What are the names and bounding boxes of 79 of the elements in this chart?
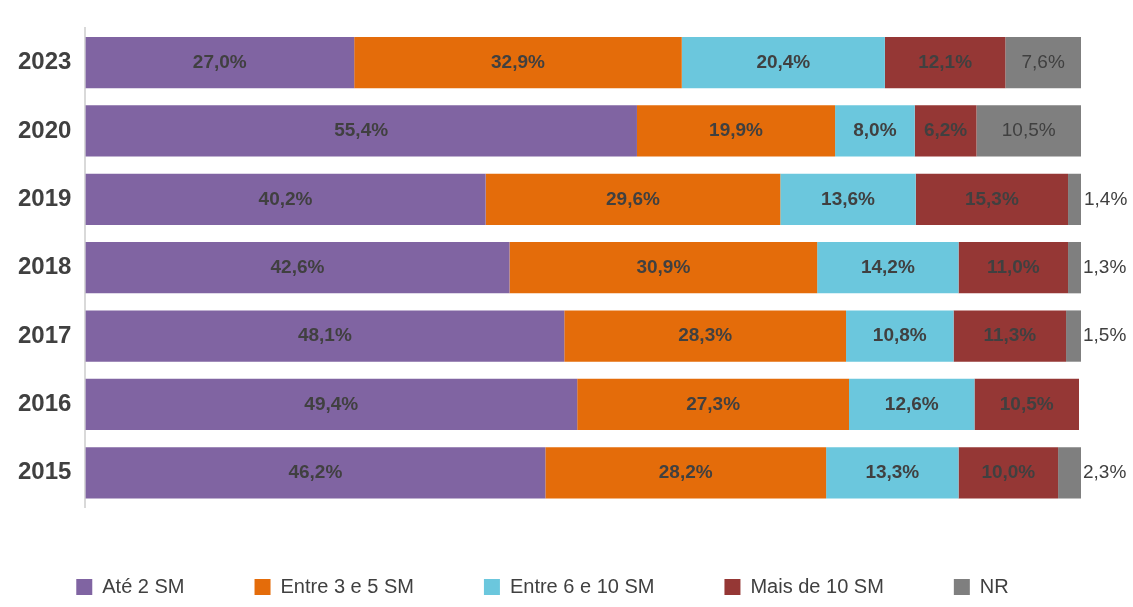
bar (681, 36, 885, 89)
y-tick-label: 2016 (18, 389, 72, 417)
bar (85, 105, 637, 157)
y-tick-label: 2023 (18, 47, 72, 75)
data-label: 7,6% (1021, 50, 1065, 72)
data-label: 30,9% (636, 255, 691, 277)
bar (849, 378, 975, 431)
bar (846, 310, 954, 362)
bar (85, 378, 578, 431)
bar (85, 447, 546, 499)
y-tick-label: 2018 (18, 252, 72, 280)
y-tick-label: 2019 (18, 183, 72, 211)
data-label: 10,8% (872, 324, 927, 346)
data-label: 28,2% (658, 461, 713, 483)
legend-label: Entre 6 e 10 SM (509, 574, 655, 597)
bar (545, 447, 827, 499)
bar (636, 105, 836, 157)
bar (85, 36, 355, 89)
data-label: 11,3% (983, 324, 1037, 346)
bar (85, 173, 486, 225)
bar (974, 378, 1080, 431)
data-label: 8,0% (853, 119, 897, 141)
data-label: 1,5% (1083, 324, 1127, 346)
bar (354, 36, 682, 89)
data-label: 15,3% (964, 187, 1019, 209)
legend-label: Mais de 10 SM (750, 574, 884, 597)
data-label: 29,6% (606, 187, 661, 209)
bar (1068, 173, 1081, 225)
bar (85, 310, 565, 362)
bar (953, 310, 1067, 362)
bar (577, 378, 850, 431)
legend-label: Até 2 SM (102, 574, 185, 597)
bar (1068, 242, 1081, 294)
bar (826, 447, 959, 499)
bar (485, 173, 781, 225)
data-label: 27,3% (686, 392, 741, 414)
data-label: 2,3% (1083, 461, 1127, 483)
data-label: 1,4% (1084, 187, 1128, 209)
y-tick-label: 2020 (18, 115, 72, 143)
bar (85, 242, 510, 294)
data-label: 19,9% (709, 119, 764, 141)
bar (817, 242, 959, 294)
bar (1058, 447, 1081, 499)
data-label: 46,2% (288, 461, 343, 483)
data-label: 40,2% (258, 187, 313, 209)
data-label: 12,1% (918, 50, 973, 72)
bar (915, 173, 1069, 225)
data-label: 13,3% (865, 461, 920, 483)
y-tick-label: 2015 (18, 457, 72, 485)
bar (958, 447, 1059, 499)
bar (564, 310, 847, 362)
data-label: 32,9% (491, 50, 546, 72)
data-label: 13,6% (821, 187, 876, 209)
data-label: 14,2% (860, 255, 915, 277)
data-label: 10,0% (981, 461, 1036, 483)
bar (976, 105, 1081, 157)
bar (509, 242, 818, 294)
bar (1066, 310, 1081, 362)
data-label: 10,5% (999, 392, 1054, 414)
data-label: 27,0% (192, 50, 247, 72)
data-label: 55,4% (334, 119, 389, 141)
bar (884, 36, 1006, 89)
data-label: 6,2% (923, 119, 968, 141)
data-label: 12,6% (884, 392, 939, 414)
data-label: 20,4% (756, 50, 811, 72)
bar (835, 105, 915, 157)
data-label: 28,3% (678, 324, 733, 346)
legend-label: Entre 3 e 5 SM (280, 574, 414, 597)
data-label: 48,1% (297, 324, 352, 346)
data-label: 49,4% (304, 392, 359, 414)
legend-label: NR (979, 574, 1009, 597)
bar (1005, 36, 1081, 89)
data-label: 11,0% (986, 255, 1040, 277)
bar (780, 173, 916, 225)
y-tick-label: 2017 (18, 320, 72, 348)
data-label: 1,3% (1083, 255, 1127, 277)
bar (958, 242, 1069, 294)
data-label: 42,6% (270, 255, 325, 277)
data-label: 10,5% (1001, 119, 1056, 141)
